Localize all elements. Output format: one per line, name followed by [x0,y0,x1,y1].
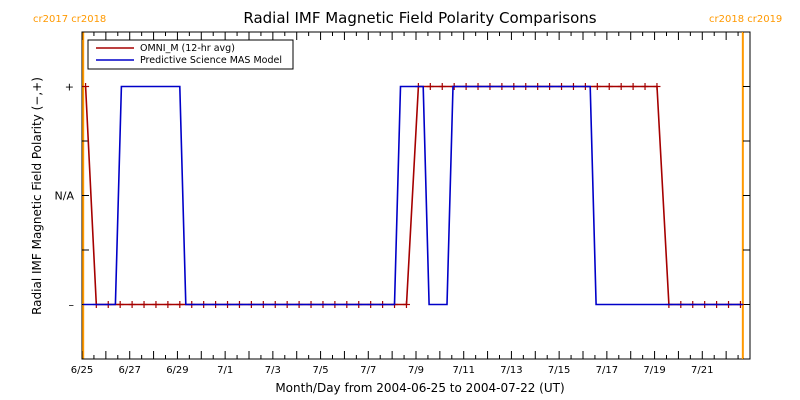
x-tick-label: 7/3 [265,365,281,376]
y-tick-label: + [65,81,74,94]
data-point-0 [402,301,410,308]
y-axis-ticks: + N/A – [55,31,750,360]
data-point-0 [426,83,434,90]
x-tick-label: 7/11 [452,365,474,376]
carrington-left-label: cr2017 cr2018 [33,14,106,25]
x-axis-label: Month/Day from 2004-06-25 to 2004-07-22 … [275,381,564,395]
x-tick-label: 7/15 [548,365,570,376]
x-tick-label: 7/5 [313,365,329,376]
data-point-0 [605,83,613,90]
legend-box [87,39,294,70]
legend-label-mas: Predictive Science MAS Model [140,55,282,66]
data-point-0 [116,301,124,308]
legend-label-omni: OMNI_M (12-hr avg) [140,43,235,54]
x-tick-label: 7/9 [408,365,424,376]
data-point-0 [438,83,446,90]
y-tick-label: N/A [55,190,75,203]
x-tick-label: 6/29 [166,365,188,376]
data-point-0 [164,301,172,308]
data-point-0 [641,83,649,90]
x-axis-ticks: 6/25 6/27 6/29 7/1 7/3 7/5 7/7 7/9 7/11 7/13 7/15 7… [71,32,751,376]
x-tick-label: 7/19 [643,365,665,376]
x-tick-label: 7/1 [217,365,233,376]
x-tick-label: 7/17 [596,365,618,376]
data-point-0 [629,83,637,90]
x-tick-label: 7/13 [500,365,522,376]
x-tick-label: 7/21 [691,365,713,376]
data-point-0 [82,83,90,90]
carrington-right-label: cr2018 cr2019 [709,14,782,25]
series-layer [82,83,744,308]
chart-title: Radial IMF Magnetic Field Polarity Compa… [243,9,596,27]
data-point-0 [128,301,136,308]
legend: OMNI_M (12-hr avg) Predictive Science MA… [87,39,294,70]
x-tick-label: 6/25 [71,365,93,376]
y-axis-label: Radial IMF Magnetic Field Polarity (−,+) [30,77,44,315]
data-point-0 [617,83,625,90]
series-line-1 [83,85,743,306]
x-tick-label: 7/7 [360,365,376,376]
data-point-0 [176,301,184,308]
x-tick-label: 6/27 [118,365,140,376]
data-point-0 [593,83,601,90]
y-tick-label: – [69,299,75,312]
data-point-0 [653,83,661,90]
data-point-0 [152,301,160,308]
data-point-0 [140,301,148,308]
series-line-0 [84,85,741,306]
